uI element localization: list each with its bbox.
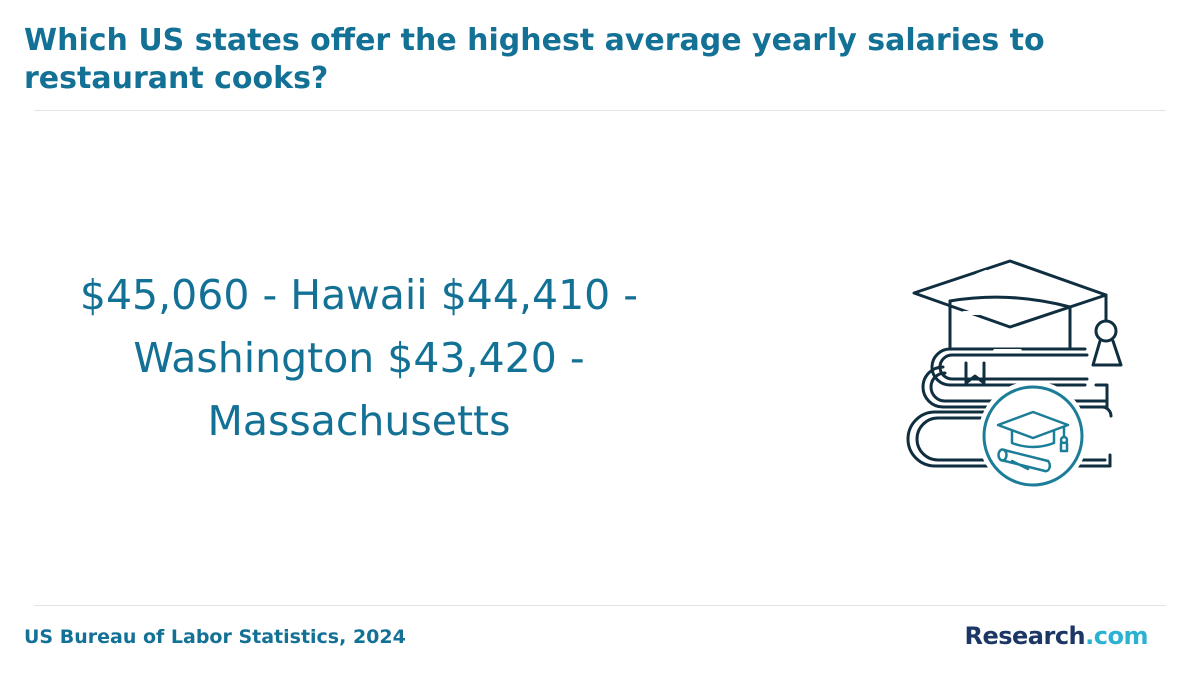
logo-tld: com bbox=[1093, 622, 1149, 650]
source-caption: US Bureau of Labor Statistics, 2024 bbox=[24, 626, 406, 648]
logo-dot: . bbox=[1085, 622, 1094, 650]
books-graduation-cap-icon bbox=[906, 259, 1123, 491]
page-title: Which US states offer the highest averag… bbox=[24, 23, 1045, 96]
logo-wordmark: Research bbox=[964, 622, 1086, 650]
header-divider bbox=[34, 110, 1166, 111]
footer-divider bbox=[34, 605, 1166, 606]
salary-statement: $45,060 - Hawaii $44,410 - Washington $4… bbox=[79, 271, 639, 445]
research-com-logo: Research.com bbox=[964, 621, 1148, 651]
